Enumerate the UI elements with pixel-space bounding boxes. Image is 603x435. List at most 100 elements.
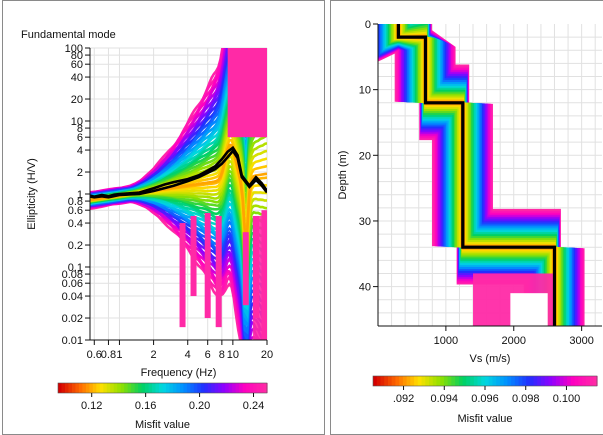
- misfit-colorbar-left-swatch: [179, 383, 184, 393]
- misfit-colorbar-left-swatch: [172, 383, 178, 393]
- y-tick-label: 100: [65, 43, 83, 55]
- misfit-colorbar-left-swatch: [110, 383, 115, 393]
- misfit-colorbar-left-frame: [57, 382, 268, 394]
- misfit-colorbar-left-swatch: [78, 383, 83, 393]
- misfit-colorbar-left-swatch: [193, 383, 198, 393]
- misfit-colorbar-right-swatch: [417, 376, 423, 386]
- y-tick-label: 0.01: [62, 335, 83, 347]
- misfit-colorbar-right-tick-label: 0.098: [512, 393, 540, 405]
- misfit-colorbar-left-label: Misfit value: [135, 419, 190, 431]
- misfit-colorbar-right-swatch: [585, 376, 591, 386]
- x-tick-label: 8: [219, 349, 225, 361]
- misfit-colorbar-left-swatch: [113, 383, 118, 393]
- misfit-colorbar-right-tick-label: 0.094: [431, 393, 459, 405]
- x-tick-label: 1: [116, 349, 122, 361]
- y-tick-label: 30: [359, 216, 371, 228]
- x-axis-label: Vs (m/s): [470, 353, 511, 365]
- misfit-colorbar-left-tick-label: 0.20: [189, 400, 210, 412]
- y-tick-label: 10: [359, 85, 371, 97]
- misfit-colorbar-left-swatch: [148, 383, 153, 393]
- misfit-colorbar-right-swatch: [593, 376, 598, 386]
- x-tick-label: 0.8: [101, 349, 116, 361]
- x-tick-label: 10: [227, 349, 239, 361]
- misfit-colorbar-left-swatch: [190, 383, 195, 393]
- misfit-colorbar-right-swatch: [541, 376, 546, 386]
- misfit-colorbar-right-swatch: [432, 376, 438, 386]
- high-misfit-region: [252, 215, 267, 340]
- x-tick-label: 2: [151, 349, 157, 361]
- y-tick-label: 0.04: [62, 291, 83, 303]
- misfit-colorbar-left-swatch: [120, 383, 125, 393]
- misfit-colorbar-right-swatch: [462, 376, 467, 386]
- misfit-colorbar-left-swatch: [58, 383, 63, 393]
- misfit-colorbar-left-swatch: [99, 383, 104, 393]
- high-misfit-region: [227, 48, 267, 138]
- misfit-colorbar-right-swatch: [429, 376, 434, 386]
- misfit-colorbar-left-swatch: [64, 383, 70, 393]
- misfit-colorbar-right-swatch: [481, 376, 486, 386]
- misfit-colorbar-right-swatch: [451, 376, 456, 386]
- misfit-colorbar-left-swatch: [169, 383, 174, 393]
- misfit-colorbar-right-swatch: [563, 376, 568, 386]
- misfit-colorbar-right-swatch: [414, 376, 419, 386]
- x-tick-label: 20: [261, 349, 273, 361]
- x-tick-label: 0.6: [87, 349, 102, 361]
- misfit-colorbar-left-swatch: [176, 383, 181, 393]
- misfit-colorbar-right-tick-label: 0.096: [471, 393, 499, 405]
- misfit-colorbar-left-swatch: [82, 383, 87, 393]
- misfit-colorbar-right-swatch: [526, 376, 531, 386]
- misfit-colorbar-right-swatch: [410, 376, 415, 386]
- misfit-colorbar-right-swatch: [466, 376, 471, 386]
- misfit-colorbar-left-swatch: [260, 383, 265, 393]
- y-tick-label: 20: [71, 94, 83, 106]
- misfit-colorbar-right-swatch: [518, 376, 523, 386]
- misfit-colorbar-left-swatch: [155, 383, 160, 393]
- misfit-colorbar-left-swatch: [263, 383, 268, 393]
- misfit-colorbar-right-swatch: [447, 376, 452, 386]
- misfit-colorbar-left-swatch: [232, 383, 237, 393]
- misfit-colorbar-left-swatch: [145, 383, 150, 393]
- y-tick-label: 8: [77, 123, 83, 135]
- misfit-colorbar-right-swatch: [589, 376, 594, 386]
- misfit-colorbar-right-swatch: [533, 376, 538, 386]
- misfit-colorbar-left-swatch: [85, 383, 90, 393]
- misfit-colorbar-right-swatch: [387, 376, 393, 386]
- misfit-colorbar-left-swatch: [134, 383, 139, 393]
- y-tick-label: 0.02: [62, 313, 83, 325]
- misfit-colorbar-right-swatch: [440, 376, 445, 386]
- misfit-colorbar-right-swatch: [548, 376, 553, 386]
- y-tick-label: 0.8: [68, 196, 83, 208]
- misfit-colorbar-left-swatch: [75, 383, 80, 393]
- ellipticity-curve-swarm: [90, 48, 267, 340]
- misfit-colorbar-left-swatch: [211, 383, 216, 393]
- misfit-colorbar-left-swatch: [253, 383, 258, 393]
- misfit-colorbar-left-swatch: [89, 383, 94, 393]
- misfit-colorbar-right-swatch: [492, 376, 497, 386]
- y-tick-label: 10: [71, 116, 83, 128]
- best-model-profile: [396, 24, 557, 326]
- ellipticity-axes: 0.010.020.040.060.080.10.20.40.60.812468…: [26, 43, 273, 379]
- vs-profile-swarm: [378, 24, 585, 326]
- y-tick-label: 0.06: [62, 278, 83, 290]
- misfit-colorbar-right-swatch: [376, 376, 382, 386]
- misfit-colorbar-right-swatch: [567, 376, 572, 386]
- misfit-colorbar-left-swatch: [96, 383, 101, 393]
- misfit-colorbar-right-swatch: [402, 376, 408, 386]
- y-tick-label: 0.2: [68, 240, 83, 252]
- best-model-curve: [90, 148, 267, 199]
- high-misfit-spike: [179, 223, 186, 328]
- misfit-colorbar-right-swatch: [443, 376, 449, 386]
- misfit-colorbar-left-swatch: [68, 383, 73, 393]
- misfit-colorbar-right-swatch: [555, 376, 561, 386]
- misfit-colorbar-left-swatch: [152, 383, 157, 393]
- misfit-colorbar-left-swatch: [204, 383, 209, 393]
- misfit-colorbar-left-swatch: [242, 383, 247, 393]
- misfit-colorbar-right-swatch: [559, 376, 564, 386]
- misfit-colorbar-right-swatch: [436, 376, 441, 386]
- misfit-colorbar-right-swatch: [499, 376, 505, 386]
- misfit-colorbar-left-swatch: [165, 383, 171, 393]
- misfit-colorbar-left-swatch: [249, 383, 254, 393]
- misfit-colorbar-right-swatch: [477, 376, 482, 386]
- misfit-colorbar-right-swatch: [421, 376, 426, 386]
